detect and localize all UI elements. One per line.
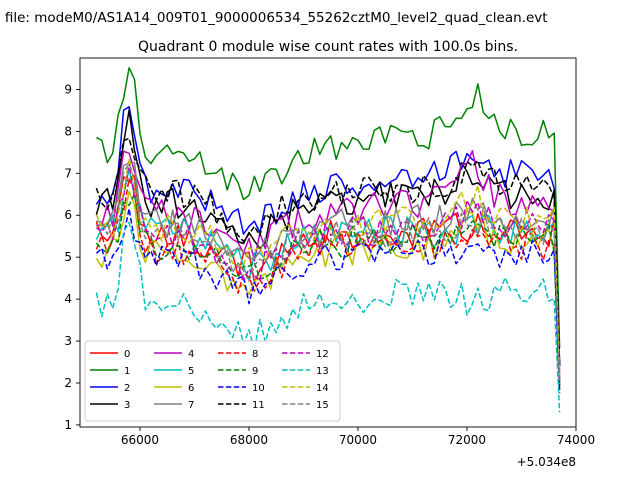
legend-label-3: 3 xyxy=(124,400,130,411)
series-line-11 xyxy=(95,137,561,363)
legend-label-4: 4 xyxy=(188,349,194,360)
series-line-1 xyxy=(96,67,561,349)
x-tick-label-68000: 68000 xyxy=(230,433,268,447)
legend-label-2: 2 xyxy=(124,383,130,394)
plot-area: 66000 68000 70000 72000 74000123456789012345… xyxy=(64,57,595,447)
legend-label-15: 15 xyxy=(316,400,329,411)
legend-label-5: 5 xyxy=(188,366,194,377)
legend-label-13: 13 xyxy=(316,366,329,377)
series-line-13 xyxy=(95,221,561,413)
x-tick-label-66000: 66000 xyxy=(121,433,159,447)
y-tick-label-9: 9 xyxy=(64,82,72,96)
legend-label-10: 10 xyxy=(252,383,265,394)
x-tick-label-70000: 70000 xyxy=(339,433,377,447)
series-line-10 xyxy=(95,207,561,394)
y-tick-label-8: 8 xyxy=(64,124,72,138)
x-tick-label-72000: 72000 xyxy=(448,433,486,447)
series-line-12 xyxy=(95,161,561,383)
x-tick-label-74000: 74000 xyxy=(557,433,595,447)
legend-box xyxy=(84,340,341,422)
figure-suptitle: n file: modeM0/AS1A14_009T01_9000006534_… xyxy=(0,10,548,26)
y-tick-label-3: 3 xyxy=(64,334,72,348)
legend-label-1: 1 xyxy=(124,366,130,377)
series-line-7 xyxy=(96,161,561,379)
legend-label-14: 14 xyxy=(316,383,329,394)
series-line-2 xyxy=(95,106,561,367)
chart-title: Quadrant 0 module wise count rates with … xyxy=(138,39,518,55)
y-tick-label-1: 1 xyxy=(64,418,72,432)
legend-label-8: 8 xyxy=(252,349,258,360)
legend-label-11: 11 xyxy=(252,400,265,411)
legend-label-7: 7 xyxy=(188,400,194,411)
x-offset-label: +5.034e8 xyxy=(517,455,576,469)
series-line-8 xyxy=(95,178,561,393)
legend-label-9: 9 xyxy=(252,366,258,377)
y-tick-label-7: 7 xyxy=(64,166,72,180)
series-line-4 xyxy=(96,150,561,375)
y-tick-label-5: 5 xyxy=(64,250,72,264)
axes-frame xyxy=(79,57,577,428)
y-tick-label-4: 4 xyxy=(64,292,72,306)
legend-label-0: 0 xyxy=(124,349,130,360)
y-tick-label-6: 6 xyxy=(64,208,72,222)
y-tick-label-2: 2 xyxy=(64,376,72,390)
legend-label-6: 6 xyxy=(188,383,194,394)
series-line-14 xyxy=(95,158,561,378)
legend-label-12: 12 xyxy=(316,349,329,360)
